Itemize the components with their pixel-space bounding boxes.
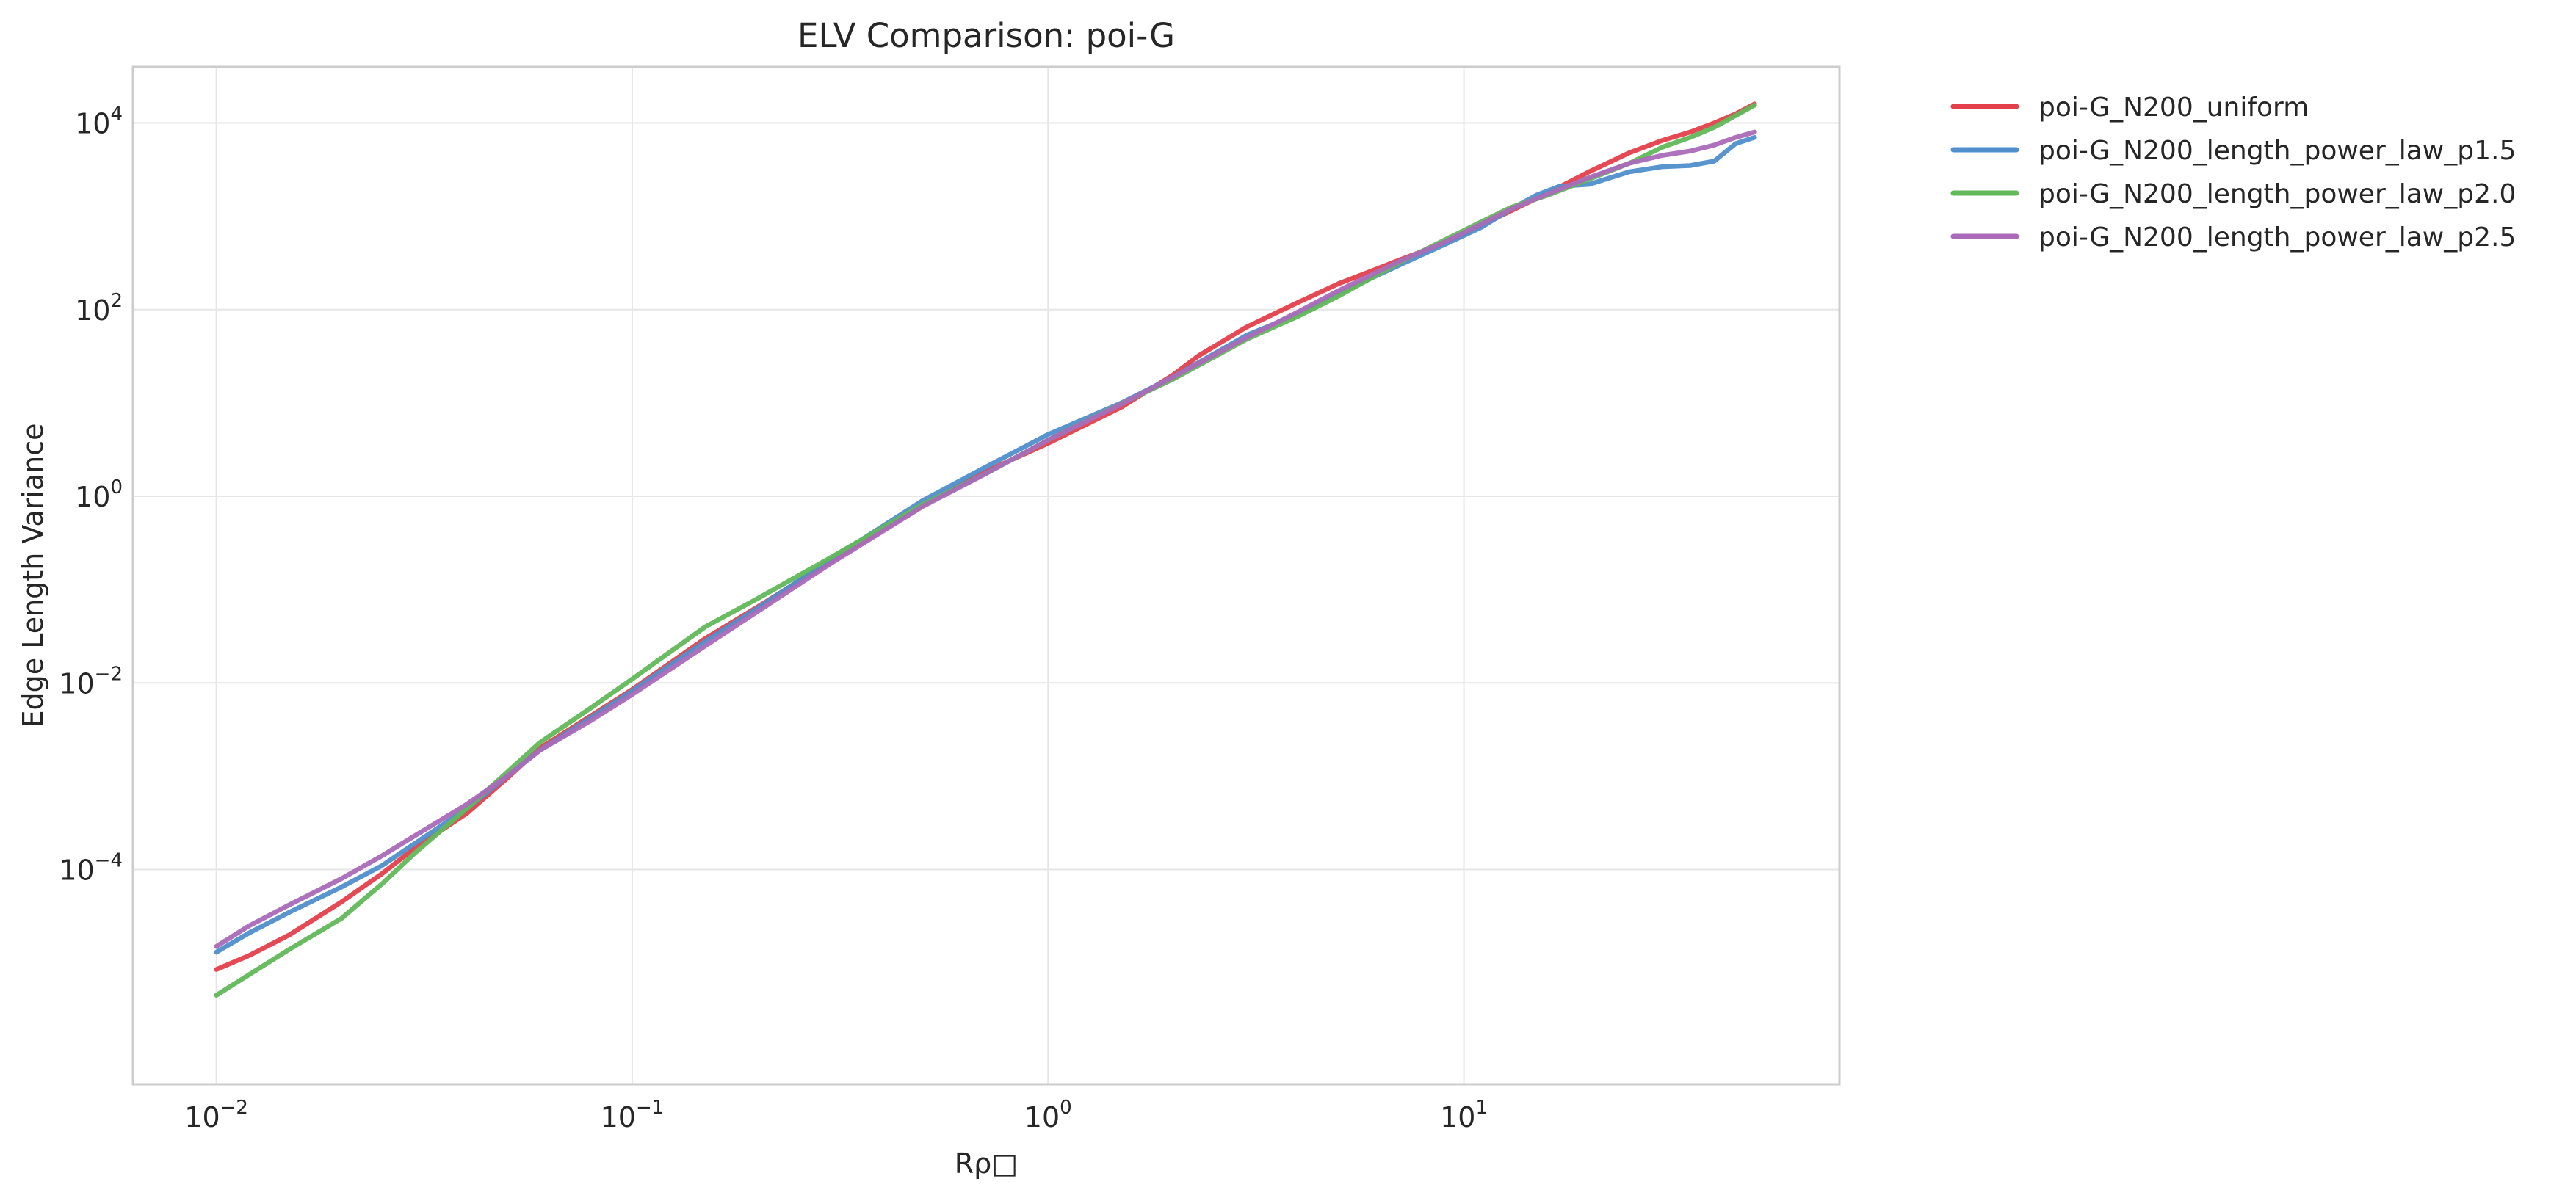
y-tick-exponent: 2 xyxy=(110,290,123,312)
legend: poi-G_N200_uniform poi-G_N200_length_powe… xyxy=(1950,92,2516,253)
y-tick-label: 10−4 xyxy=(59,849,123,886)
x-tick-exponent: −1 xyxy=(636,1097,664,1119)
grid-lines xyxy=(133,67,1839,1084)
y-tick-label: 10−2 xyxy=(59,663,123,700)
legend-label: poi-G_N200_length_power_law_p1.5 xyxy=(2038,136,2516,166)
x-axis-label: Rρ□ xyxy=(955,1147,1018,1180)
x-tick-base: 10 xyxy=(184,1101,220,1133)
y-tick-exponent: 0 xyxy=(110,476,123,498)
y-tick-base: 10 xyxy=(59,667,94,700)
y-tick-base: 10 xyxy=(75,294,110,327)
series-line-3 xyxy=(214,129,1757,949)
x-tick-label: 101 xyxy=(1440,1097,1488,1133)
y-tick-exponent: −2 xyxy=(95,663,123,685)
x-tick-base: 10 xyxy=(1024,1101,1060,1133)
legend-label: poi-G_N200_uniform xyxy=(2038,92,2309,123)
x-tick-exponent: −2 xyxy=(220,1097,248,1119)
x-tick-label: 10−2 xyxy=(184,1097,248,1133)
x-tick-label: 10−1 xyxy=(601,1097,665,1133)
y-tick-base: 10 xyxy=(75,481,110,513)
y-tick-base: 10 xyxy=(59,854,94,886)
y-tick-exponent: 4 xyxy=(110,104,123,126)
y-tick-label: 100 xyxy=(75,476,123,513)
y-tick-exponent: −4 xyxy=(95,849,123,871)
x-tick-base: 10 xyxy=(601,1101,636,1133)
x-tick-exponent: 1 xyxy=(1475,1097,1488,1119)
legend-label: poi-G_N200_length_power_law_p2.0 xyxy=(2038,179,2516,209)
y-tick-label: 104 xyxy=(75,104,123,140)
y-tick-base: 10 xyxy=(75,108,110,140)
x-tick-exponent: 0 xyxy=(1060,1097,1072,1119)
y-axis-label: Edge Length Variance xyxy=(17,423,49,728)
legend-label: poi-G_N200_length_power_law_p2.5 xyxy=(2038,222,2516,253)
x-tick-base: 10 xyxy=(1440,1101,1475,1133)
series-lines xyxy=(214,101,1757,998)
x-tick-label: 100 xyxy=(1024,1097,1072,1133)
y-tick-label: 102 xyxy=(75,290,123,327)
x-tick-labels: 10−2 10−1 100 101 xyxy=(184,1097,1488,1133)
chart-title: ELV Comparison: poi-G xyxy=(797,16,1175,55)
plot-area-frame xyxy=(131,65,1841,1086)
